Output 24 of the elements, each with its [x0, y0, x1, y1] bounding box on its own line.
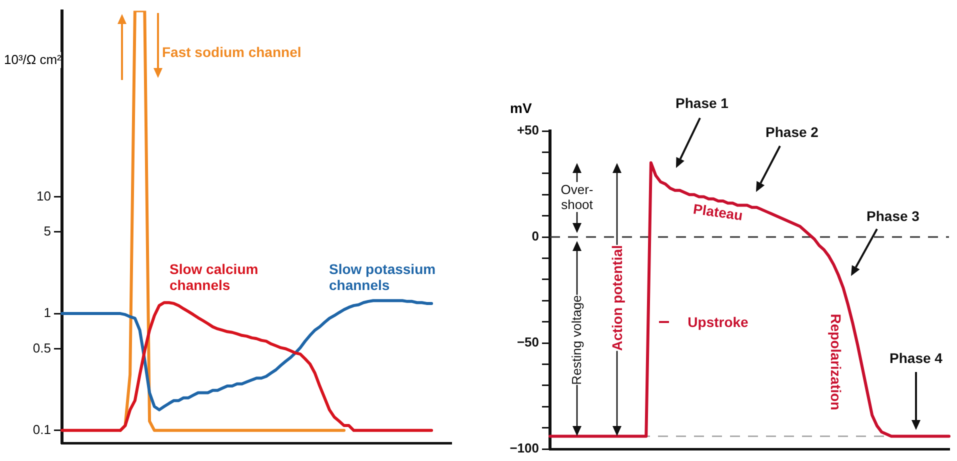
series-label: Fast sodium channel [162, 44, 302, 60]
annotation: Phase 4 [890, 350, 942, 366]
annotation: Phase 3 [866, 208, 920, 224]
y-tick-label: 0.5 [32, 340, 51, 356]
y-tick-label: +50 [516, 122, 539, 138]
y-tick-label: 10 [36, 188, 51, 204]
series-label: Slow potassium channels [329, 261, 437, 293]
y-tick-label: 0.1 [32, 422, 51, 437]
series-label: Slow calcium channels [170, 261, 260, 293]
annotation: Plateau [692, 200, 744, 224]
y-tick-label: −100 [510, 440, 539, 456]
annotation: Upstroke [688, 314, 748, 330]
y-tick-label: 1 [44, 305, 51, 320]
annotation: Phase 2 [766, 124, 818, 140]
annotation: Resting voltage [569, 295, 585, 385]
annotation: Repolarization [828, 314, 844, 410]
annotation: Action potential [609, 245, 625, 351]
y-tick-label: −50 [516, 334, 539, 350]
annotation: Over-shoot [556, 182, 598, 212]
y-tick-label: 0 [532, 228, 539, 244]
text: Phase 1 [676, 95, 728, 111]
y-axis-title: 10³/Ω cm² [4, 52, 62, 68]
y-axis-title: mV [510, 100, 532, 116]
y-tick-label: 5 [44, 223, 51, 238]
